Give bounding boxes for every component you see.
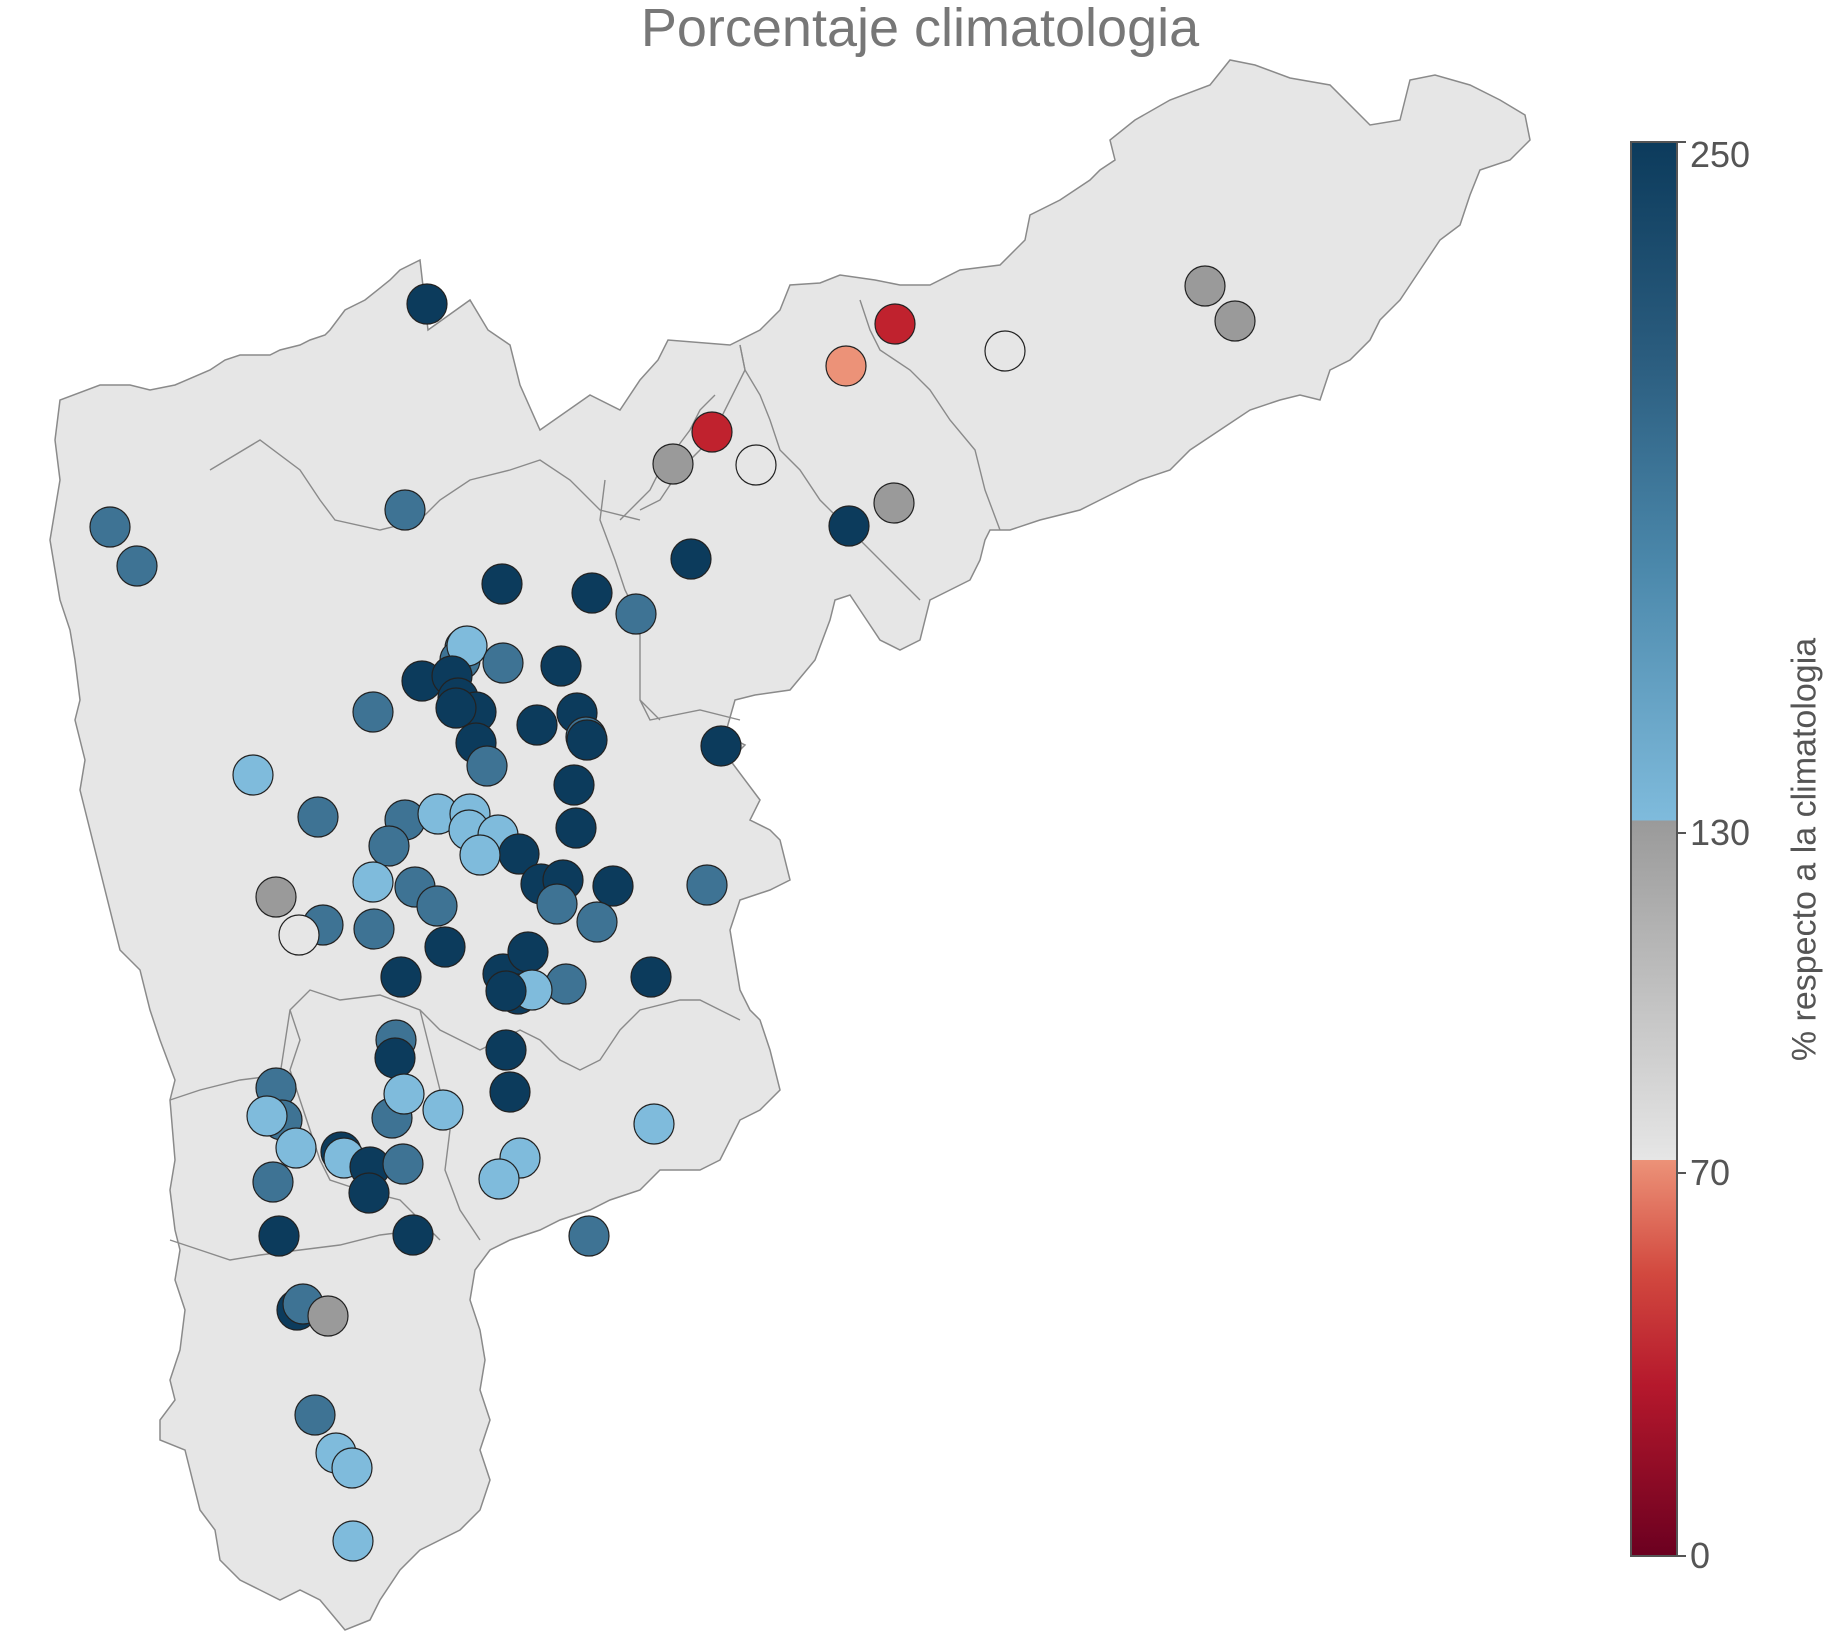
- station-marker[interactable]: [466, 745, 508, 787]
- station-marker[interactable]: [481, 563, 523, 605]
- station-marker[interactable]: [700, 725, 742, 767]
- station-marker[interactable]: [368, 825, 410, 867]
- station-marker[interactable]: [278, 914, 320, 956]
- map-title: Porcentaje climatologia: [640, 0, 1200, 58]
- station-marker[interactable]: [416, 885, 458, 927]
- station-marker[interactable]: [255, 876, 297, 918]
- station-marker[interactable]: [553, 764, 595, 806]
- station-marker[interactable]: [536, 883, 578, 925]
- station-marker[interactable]: [630, 956, 672, 998]
- station-marker[interactable]: [380, 956, 422, 998]
- legend-tick-250: 250: [1690, 134, 1751, 175]
- station-marker[interactable]: [352, 691, 394, 733]
- station-marker[interactable]: [331, 1447, 373, 1489]
- station-marker[interactable]: [735, 444, 777, 486]
- territory-shape: [49, 59, 1531, 1631]
- station-marker[interactable]: [1184, 265, 1226, 307]
- station-marker[interactable]: [633, 1103, 675, 1145]
- station-marker[interactable]: [874, 303, 916, 345]
- station-marker[interactable]: [828, 505, 870, 547]
- station-marker[interactable]: [670, 538, 712, 580]
- station-marker[interactable]: [332, 1520, 374, 1562]
- station-marker[interactable]: [258, 1215, 300, 1257]
- station-marker[interactable]: [459, 834, 501, 876]
- station-marker[interactable]: [252, 1161, 294, 1203]
- station-marker[interactable]: [307, 1295, 349, 1337]
- station-marker[interactable]: [571, 572, 613, 614]
- station-marker[interactable]: [89, 506, 131, 548]
- station-marker[interactable]: [485, 1029, 527, 1071]
- station-marker[interactable]: [691, 411, 733, 453]
- station-marker[interactable]: [424, 926, 466, 968]
- station-marker[interactable]: [592, 865, 634, 907]
- station-marker[interactable]: [384, 489, 426, 531]
- legend-tick-70: 70: [1690, 1152, 1731, 1193]
- station-marker[interactable]: [516, 704, 558, 746]
- station-marker[interactable]: [422, 1089, 464, 1131]
- station-marker[interactable]: [374, 1037, 416, 1079]
- station-marker[interactable]: [406, 283, 448, 325]
- station-marker[interactable]: [275, 1127, 317, 1169]
- station-marker[interactable]: [545, 963, 587, 1005]
- station-marker[interactable]: [353, 908, 395, 950]
- station-marker[interactable]: [232, 754, 274, 796]
- station-marker[interactable]: [576, 901, 618, 943]
- station-marker[interactable]: [382, 1143, 424, 1185]
- station-marker[interactable]: [652, 443, 694, 485]
- station-marker[interactable]: [555, 807, 597, 849]
- station-marker[interactable]: [392, 1214, 434, 1256]
- legend-title: % respecto a la climatologia: [1785, 637, 1824, 1062]
- station-marker[interactable]: [383, 1073, 425, 1115]
- station-marker[interactable]: [489, 1071, 531, 1113]
- station-marker[interactable]: [873, 482, 915, 524]
- station-markers[interactable]: [89, 265, 1256, 1562]
- colorbar: [1630, 141, 1678, 1557]
- station-marker[interactable]: [435, 687, 477, 729]
- station-marker[interactable]: [482, 642, 524, 684]
- station-marker[interactable]: [352, 861, 394, 903]
- station-marker[interactable]: [246, 1095, 288, 1137]
- legend-tick-0: 0: [1690, 1535, 1711, 1576]
- station-marker[interactable]: [1214, 300, 1256, 342]
- station-marker[interactable]: [568, 1215, 610, 1257]
- station-marker[interactable]: [984, 330, 1026, 372]
- station-marker[interactable]: [116, 545, 158, 587]
- station-marker[interactable]: [540, 645, 582, 687]
- station-marker[interactable]: [566, 719, 608, 761]
- station-marker[interactable]: [615, 593, 657, 635]
- station-marker[interactable]: [686, 864, 728, 906]
- station-marker[interactable]: [348, 1172, 390, 1214]
- station-marker[interactable]: [485, 970, 527, 1012]
- station-marker[interactable]: [478, 1158, 520, 1200]
- station-marker[interactable]: [294, 1394, 336, 1436]
- station-marker[interactable]: [825, 345, 867, 387]
- legend-tick-130: 130: [1690, 812, 1751, 853]
- station-marker[interactable]: [507, 931, 549, 973]
- station-marker[interactable]: [297, 796, 339, 838]
